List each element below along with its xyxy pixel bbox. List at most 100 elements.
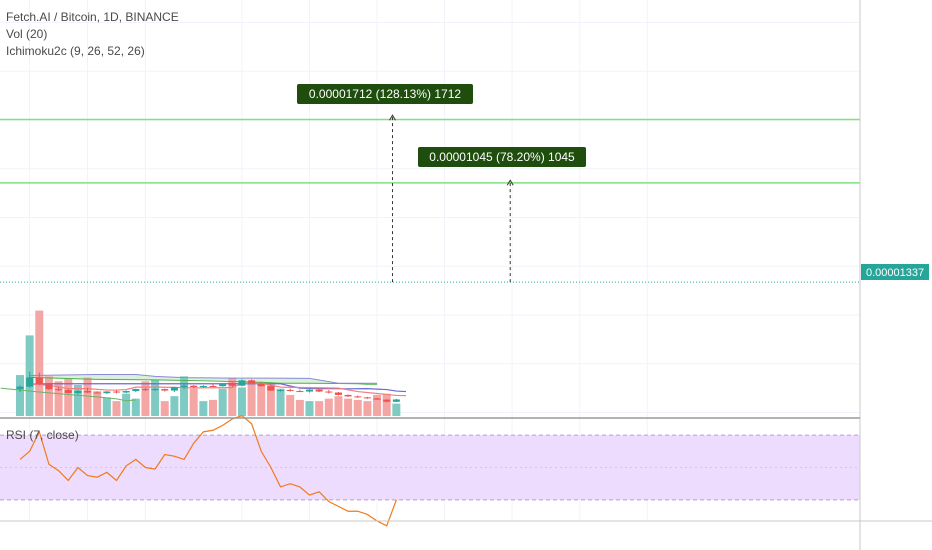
candle-body — [209, 385, 217, 387]
ichimoku-cloud-layer — [29, 374, 378, 385]
volume-bar — [363, 401, 372, 416]
volume-bar — [257, 382, 266, 416]
candle-body — [170, 387, 178, 391]
volume-bar — [344, 398, 353, 416]
volume-bar — [324, 398, 333, 416]
volume-bar — [373, 394, 382, 416]
volume-bar — [122, 393, 131, 416]
candle-body — [306, 389, 313, 392]
volume-bar — [35, 310, 44, 416]
current-price-tag: 0.00001337 — [861, 264, 929, 280]
grid-layer — [0, 0, 860, 520]
candle-body — [373, 398, 381, 400]
volume-bar — [189, 388, 198, 416]
base-line — [29, 383, 407, 393]
measure-arrow-1-head — [389, 114, 396, 121]
horizontal-lines-layer — [0, 118, 860, 283]
volume-bar — [218, 388, 227, 416]
volume-legend: Vol (20) — [6, 27, 47, 41]
candle-body — [267, 386, 275, 391]
lagging-span — [0, 387, 136, 402]
volume-bar — [334, 396, 343, 416]
candle-body — [55, 389, 63, 391]
candle-body — [16, 386, 24, 390]
candle-body — [35, 377, 43, 385]
candle-body — [74, 391, 82, 393]
candle-body — [344, 394, 352, 397]
candle-body — [190, 385, 198, 388]
volume-bar — [286, 394, 295, 416]
measure-arrows-layer — [389, 114, 514, 283]
candle-body — [26, 377, 34, 387]
candle-body — [238, 380, 246, 386]
candles-layer — [16, 371, 400, 403]
candle-body — [363, 397, 371, 399]
candle-body — [84, 391, 92, 393]
volume-layer — [16, 310, 401, 416]
volume-bar — [180, 376, 189, 416]
candle-body — [248, 380, 256, 384]
candle-body — [383, 399, 391, 402]
candle-body — [180, 385, 188, 388]
candle-body — [257, 383, 265, 387]
candle-body — [334, 392, 342, 395]
candle-body — [277, 390, 285, 392]
rsi-line — [19, 414, 397, 527]
volume-bar — [305, 401, 314, 416]
measure-arrow-2-head — [506, 179, 514, 186]
volume-bar — [266, 383, 275, 416]
measure-label-2-text: 0.00001045 (78.20%) 1045 — [429, 150, 575, 164]
measure-label-1-text: 0.00001712 (128.13%) 1712 — [309, 87, 461, 101]
ichimoku-cloud — [29, 374, 378, 385]
senkou-span-b — [29, 373, 378, 384]
conversion-line — [29, 382, 407, 397]
volume-bar — [54, 381, 63, 416]
candle-body — [228, 384, 236, 386]
measure-label-1[interactable]: 0.00001712 (128.13%) 1712 — [297, 84, 473, 104]
volume-bar — [64, 378, 73, 416]
volume-bar — [93, 391, 102, 416]
volume-bar — [73, 385, 82, 416]
volume-bar — [160, 401, 169, 416]
candle-body — [296, 391, 304, 393]
measure-label-2[interactable]: 0.00001045 (78.20%) 1045 — [418, 147, 586, 167]
volume-bar — [247, 381, 256, 416]
volume-bar — [382, 393, 391, 416]
candle-body — [151, 389, 159, 391]
volume-bar — [228, 377, 237, 416]
candle-body — [354, 396, 362, 398]
volume-bar — [170, 396, 179, 416]
volume-bar — [83, 377, 92, 416]
volume-bar — [112, 401, 121, 416]
chart-title: Fetch.AI / Bitcoin, 1D, BINANCE — [6, 10, 179, 24]
senkou-span-a — [29, 376, 378, 385]
candle-body — [325, 391, 333, 393]
volume-bar — [392, 403, 401, 416]
volume-bar — [102, 397, 111, 416]
candle-body — [315, 389, 323, 392]
indicator-lines-layer — [0, 373, 407, 402]
volume-bar — [209, 399, 217, 416]
candle-body — [286, 390, 294, 392]
candle-body — [199, 385, 207, 388]
candle-body — [132, 389, 140, 392]
candle-body — [141, 389, 149, 391]
candle-body — [392, 399, 400, 402]
rsi-legend: RSI (7, close) — [6, 428, 79, 442]
candle-body — [161, 389, 169, 391]
candle-body — [64, 390, 72, 393]
volume-bar — [44, 376, 53, 416]
candle-body — [45, 384, 53, 390]
volume-bar — [199, 401, 208, 416]
candle-body — [113, 391, 120, 393]
ichimoku-legend: Ichimoku2c (9, 26, 52, 26) — [6, 44, 145, 58]
volume-bar — [141, 381, 150, 416]
volume-bar — [151, 380, 160, 416]
volume-bar — [16, 375, 24, 416]
candle-body — [103, 391, 111, 394]
volume-bar — [276, 388, 285, 416]
current-price-label: 0.00001337 — [866, 267, 924, 279]
candle-body — [219, 384, 227, 387]
